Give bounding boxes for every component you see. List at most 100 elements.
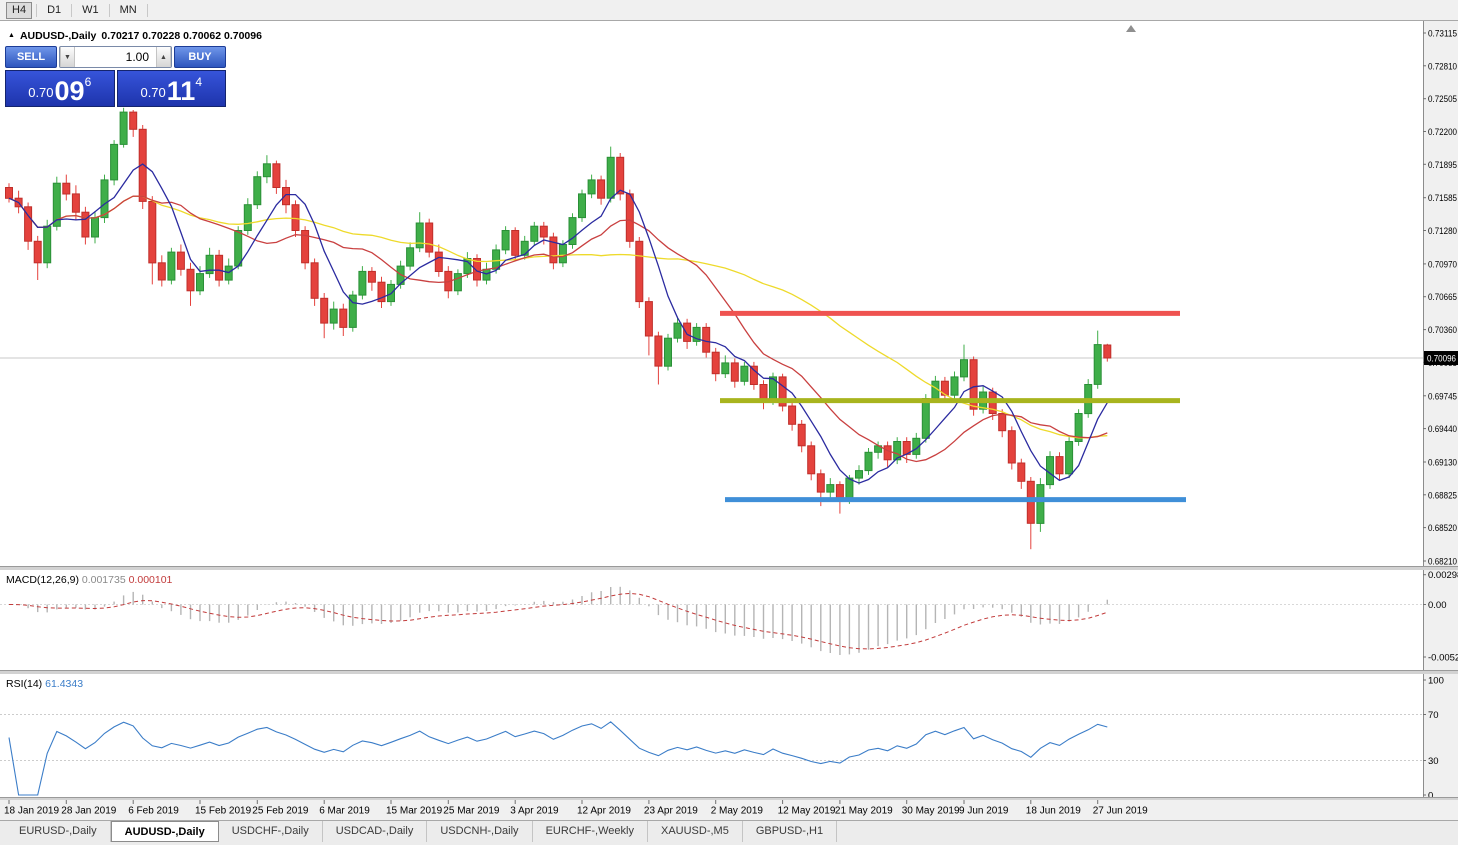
svg-text:23 Apr 2019: 23 Apr 2019 [644, 806, 698, 817]
chart-tab-usdchf-daily[interactable]: USDCHF-,Daily [219, 821, 323, 842]
timeframe-button-w1[interactable]: W1 [82, 3, 99, 16]
svg-text:18 Jun 2019: 18 Jun 2019 [1026, 806, 1081, 817]
svg-text:0.68825: 0.68825 [1428, 490, 1457, 501]
ma-mid-red [8, 195, 1108, 463]
svg-text:12 Apr 2019: 12 Apr 2019 [577, 806, 631, 817]
lot-size-input[interactable] [75, 47, 156, 67]
svg-text:28 Jan 2019: 28 Jan 2019 [61, 806, 116, 817]
svg-text:-0.00525: -0.00525 [1428, 653, 1458, 664]
rsi-indicator-label: RSI(14) 61.4343 [6, 678, 83, 690]
panel-divider[interactable] [0, 566, 1458, 570]
order-controls-row: SELL ▼ ▲ BUY [5, 46, 226, 68]
sell-price-point: 6 [84, 75, 92, 89]
toolbar-separator [146, 3, 148, 17]
time-axis[interactable] [0, 800, 1458, 820]
buy-button[interactable]: BUY [174, 46, 226, 68]
svg-text:25 Mar 2019: 25 Mar 2019 [443, 806, 500, 817]
panel-divider[interactable] [0, 670, 1458, 674]
macd-name: MACD(12,26,9) [6, 574, 79, 586]
svg-text:15 Mar 2019: 15 Mar 2019 [386, 806, 443, 817]
price-display-row: 0.70 09 6 0.70 11 4 [5, 70, 226, 107]
svg-text:0.00298: 0.00298 [1428, 570, 1458, 581]
buy-price-display[interactable]: 0.70 11 4 [116, 70, 226, 107]
current-price-tag [1424, 351, 1458, 365]
rsi-line [8, 721, 1108, 796]
macd-main-value: 0.001735 [81, 574, 126, 586]
svg-text:0.71280: 0.71280 [1428, 226, 1457, 237]
ma-fast-blue [8, 163, 1108, 484]
macd-indicator-label: MACD(12,26,9) 0.001735 0.000101 [6, 574, 172, 586]
chart-symbol-label: ▲ AUDUSD-,Daily 0.70217 0.70228 0.70062 … [8, 30, 262, 42]
chart-tab-gbpusd-h1[interactable]: GBPUSD-,H1 [743, 821, 838, 842]
svg-text:15 Feb 2019: 15 Feb 2019 [195, 806, 252, 817]
buy-price-prefix: 0.70 [140, 85, 166, 100]
macd-axis-labels: 0.00298 0.00 -0.00525 [1423, 570, 1458, 664]
svg-text:12 May 2019: 12 May 2019 [778, 806, 836, 817]
svg-text:0.69440: 0.69440 [1428, 424, 1457, 435]
macd-signal-value: 0.000101 [128, 574, 173, 586]
svg-text:0.70970: 0.70970 [1428, 259, 1457, 270]
rsi-name: RSI(14) [6, 678, 43, 690]
chart-plot-area[interactable] [0, 21, 1423, 566]
price-axis-labels: 0.73115 0.72810 0.72505 0.72200 0.71895 0.715… [1423, 29, 1457, 568]
rsi-panel-area[interactable] [0, 674, 1423, 797]
svg-text:0.72505: 0.72505 [1428, 94, 1457, 105]
sell-price-pips: 09 [54, 76, 85, 107]
timeframe-button-mn[interactable]: MN [119, 3, 137, 16]
toolbar-separator [108, 3, 110, 17]
chart-tab-eurchf-weekly[interactable]: EURCHF-,Weekly [533, 821, 648, 842]
svg-text:0.72810: 0.72810 [1428, 61, 1457, 72]
symbol-triangle-icon: ▲ [8, 31, 15, 39]
svg-text:100: 100 [1428, 676, 1444, 687]
macd-signal-line [8, 592, 1108, 650]
svg-text:0.71585: 0.71585 [1428, 193, 1457, 204]
macd-panel-area[interactable] [0, 570, 1423, 670]
panel-divider[interactable] [0, 797, 1458, 800]
svg-text:9 Jun 2019: 9 Jun 2019 [959, 806, 1009, 817]
svg-text:0.71895: 0.71895 [1428, 160, 1457, 171]
svg-text:27 Jun 2019: 27 Jun 2019 [1093, 806, 1148, 817]
toolbar-separator [36, 3, 38, 17]
sell-price-display[interactable]: 0.70 09 6 [5, 70, 115, 107]
chart-tab-usdcad-daily[interactable]: USDCAD-,Daily [323, 821, 428, 842]
timeframe-button-d1[interactable]: D1 [47, 3, 62, 16]
toolbar-separator [71, 3, 73, 17]
lot-size-control: ▼ ▲ [59, 46, 172, 68]
sell-button[interactable]: SELL [5, 46, 57, 68]
svg-text:0.73115: 0.73115 [1428, 29, 1457, 40]
chart-tab-bar: EURUSD-,Daily AUDUSD-,Daily USDCHF-,Daily U… [0, 820, 1458, 845]
macd-histogram [17, 586, 1109, 655]
lot-decrease-button[interactable]: ▼ [60, 47, 75, 67]
svg-text:6 Mar 2019: 6 Mar 2019 [319, 806, 370, 817]
svg-text:30: 30 [1428, 756, 1439, 767]
svg-text:25 Feb 2019: 25 Feb 2019 [252, 806, 309, 817]
svg-text:0.69745: 0.69745 [1428, 391, 1457, 402]
svg-text:0.69130: 0.69130 [1428, 458, 1457, 469]
svg-text:0: 0 [1428, 791, 1433, 802]
svg-text:30 May 2019: 30 May 2019 [902, 806, 960, 817]
svg-text:0.68210: 0.68210 [1428, 557, 1457, 568]
chart-canvas[interactable]: 0.73115 0.72810 0.72505 0.72200 0.71895 0.715… [0, 21, 1458, 820]
svg-text:0.70360: 0.70360 [1428, 325, 1457, 336]
symbol-name: AUDUSD-,Daily [19, 30, 97, 42]
svg-text:0.70665: 0.70665 [1428, 292, 1457, 303]
svg-text:0.68520: 0.68520 [1428, 523, 1457, 534]
symbol-ohlc-values: 0.70217 0.70228 0.70062 0.70096 [101, 30, 262, 42]
svg-text:0.70096: 0.70096 [1427, 354, 1456, 365]
svg-text:6 Feb 2019: 6 Feb 2019 [128, 806, 179, 817]
rsi-axis-labels: 100 70 30 0 [1423, 676, 1444, 802]
svg-text:18 Jan 2019: 18 Jan 2019 [4, 806, 59, 817]
svg-text:3 Apr 2019: 3 Apr 2019 [510, 806, 559, 817]
chart-shift-marker-icon[interactable] [1126, 25, 1136, 32]
chart-tab-xauusd-m5[interactable]: XAUUSD-,M5 [648, 821, 743, 842]
time-axis-labels: 18 Jan 2019 28 Jan 2019 6 Feb 2019 15 Feb 2… [4, 800, 1148, 817]
svg-text:70: 70 [1428, 710, 1439, 721]
buy-price-point: 4 [195, 75, 203, 89]
chart-tab-usdcnh-daily[interactable]: USDCNH-,Daily [427, 821, 533, 842]
chart-tab-eurusd-daily[interactable]: EURUSD-,Daily [6, 821, 111, 842]
chart-tab-audusd-daily[interactable]: AUDUSD-,Daily [110, 821, 219, 842]
lot-increase-button[interactable]: ▲ [156, 47, 171, 67]
timeframe-button-h4[interactable]: H4 [6, 1, 33, 19]
svg-text:0.72200: 0.72200 [1428, 127, 1457, 138]
